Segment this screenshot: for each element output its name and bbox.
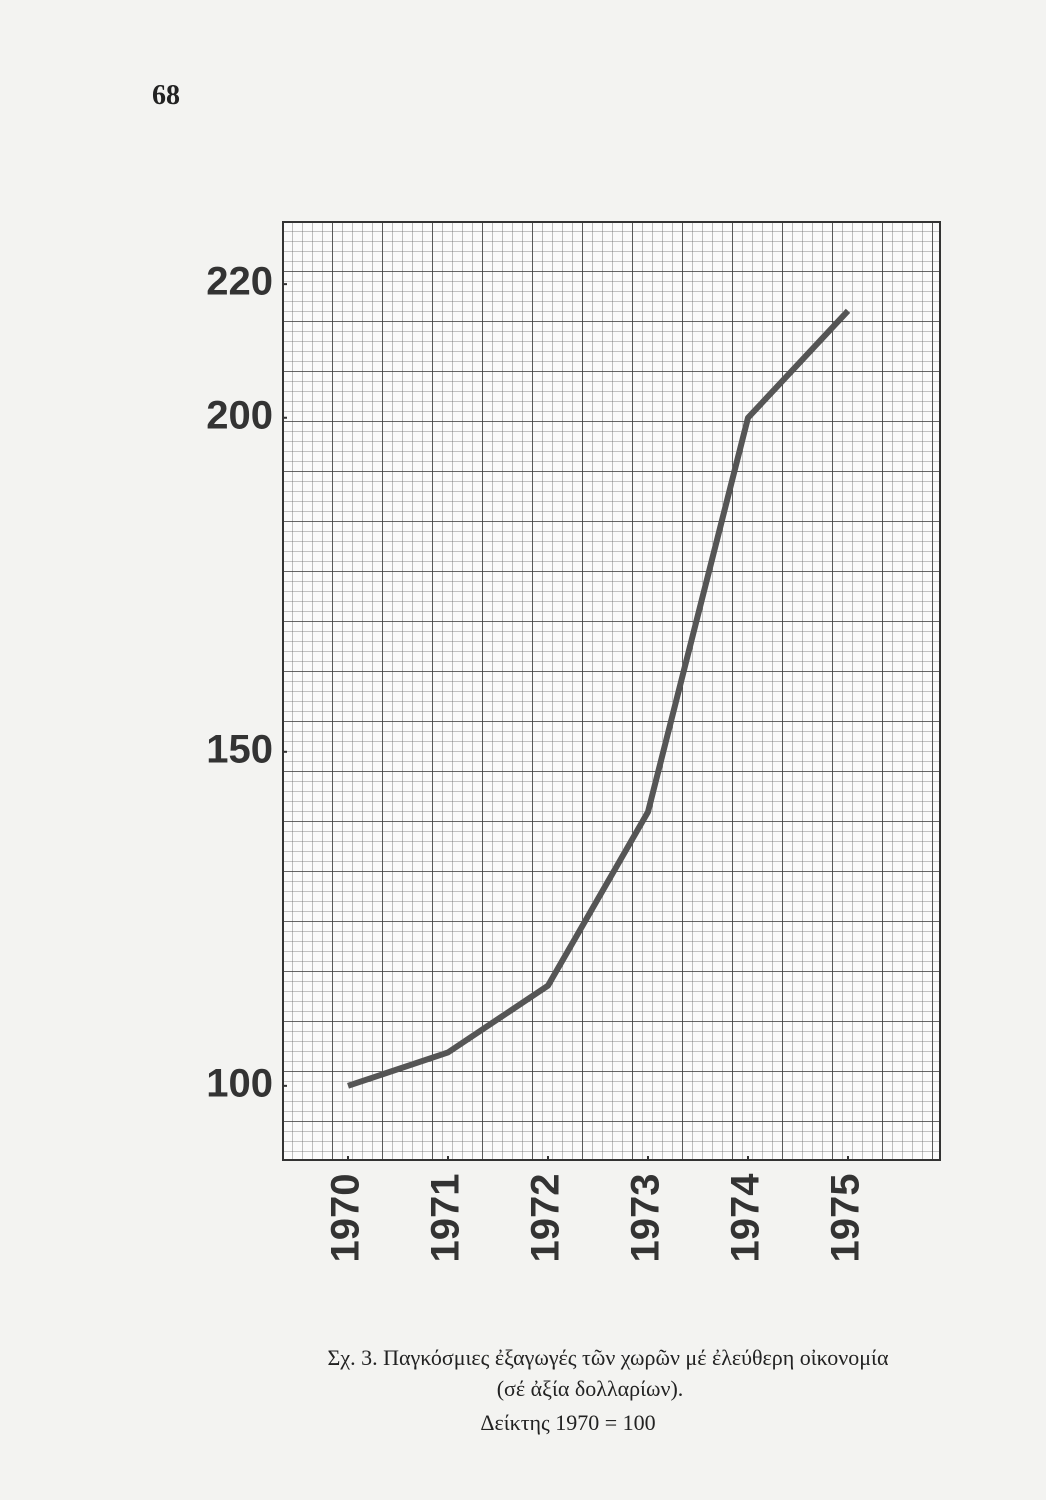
x-tick-label: 1974	[724, 1173, 768, 1263]
x-tick-label: 1973	[624, 1174, 668, 1263]
caption: Δείκτης 1970 = 100	[480, 1410, 655, 1435]
x-tick-label: 1975	[824, 1174, 868, 1263]
x-tick-label: 1970	[324, 1174, 368, 1263]
data-line	[347, 308, 851, 1089]
x-tick-label: 1971	[424, 1174, 468, 1263]
y-tick-label: 220	[206, 260, 273, 304]
caption: Σχ. 3. Παγκόσμιες ἐξαγωγές τῶν χωρῶν μέ …	[328, 1345, 889, 1370]
graph-paper-major	[283, 222, 940, 1160]
x-tick-label: 1972	[524, 1174, 568, 1263]
y-tick-label: 150	[206, 727, 273, 771]
y-tick-label: 200	[206, 393, 273, 437]
page-number: 68	[152, 80, 180, 111]
caption: (σέ ἀξία δολλαρίων).	[497, 1376, 684, 1401]
y-tick-label: 100	[206, 1061, 273, 1105]
plot-frame	[282, 221, 941, 1161]
